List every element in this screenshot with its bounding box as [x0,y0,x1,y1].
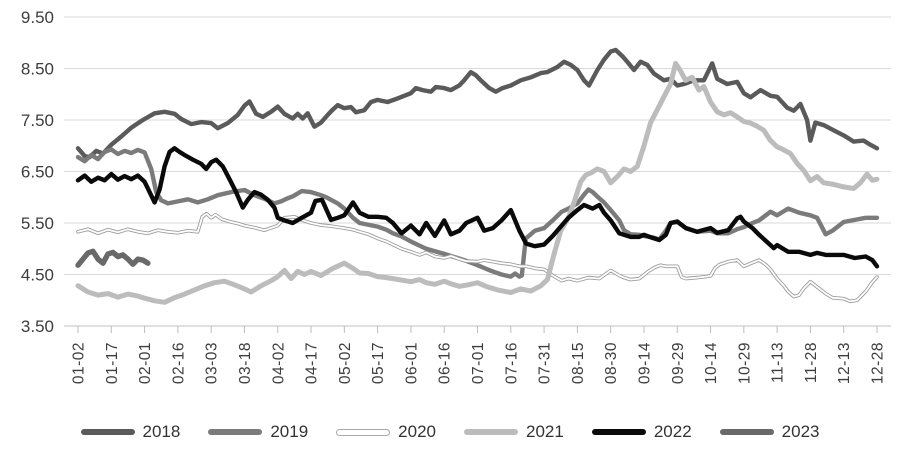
chart-legend: 2018 2019 2020 2021 2022 2023 [0,415,900,449]
y-axis-tick-label: 7.50 [21,111,54,130]
series-line-2019 [75,147,880,279]
series-line-2021 [75,60,880,305]
x-axis-tick-label: 03-03 [204,342,221,384]
legend-item-2022: 2022 [591,422,692,442]
y-axis-tick-label: 3.50 [21,317,54,336]
x-axis-tick-label: 07-01 [470,342,487,384]
series-line-2023 [75,248,151,268]
x-axis-tick-label: 09-14 [636,342,653,384]
legend-swatch-2018 [80,429,135,435]
x-axis-tick-label: 09-29 [670,342,687,384]
legend-item-2020: 2020 [336,422,436,442]
x-axis-tick-label: 08-30 [603,342,620,384]
legend-label: 2023 [781,422,820,441]
legend-label: 2019 [270,422,309,441]
legend-item-2021: 2021 [464,422,564,442]
x-axis-tick-label: 12-13 [836,342,853,384]
x-axis-tick-label: 01-02 [71,342,88,384]
legend-label: 2021 [526,422,564,441]
legend-swatch-2020 [336,428,391,436]
x-axis-tick-label: 12-28 [870,342,887,384]
x-axis-tick-label: 02-16 [170,342,187,384]
legend-swatch-2021 [464,429,518,435]
x-axis-tick-label: 05-02 [337,342,354,384]
x-axis-tick-label: 07-31 [537,342,554,384]
x-axis-tick-label: 04-17 [304,342,321,384]
x-axis-tick-label: 10-29 [736,342,753,384]
y-axis-tick-label: 6.50 [21,163,54,182]
legend-label: 2022 [653,422,692,441]
series-line-core-2020 [77,212,878,303]
x-axis-tick-label: 07-16 [503,342,520,384]
y-axis-tick-label: 8.50 [21,60,54,79]
x-axis-tick-label: 08-15 [570,342,587,384]
legend-item-2018: 2018 [80,422,181,442]
y-axis-tick-label: 5.50 [21,214,54,233]
legend-item-2023: 2023 [719,422,820,442]
legend-swatch-2019 [208,429,263,435]
x-axis-tick-label: 02-01 [137,342,154,384]
x-axis-tick-label: 05-17 [370,342,387,384]
x-axis-tick-label: 06-16 [437,342,454,384]
x-axis-tick-label: 11-13 [770,342,787,383]
legend-swatch-2022 [591,429,646,435]
x-axis-tick-label: 06-01 [403,342,420,384]
x-axis-tick-label: 03-18 [237,342,254,384]
series-line-2018 [75,47,880,160]
x-axis-tick-label: 10-14 [703,342,720,384]
legend-swatch-2023 [719,429,774,435]
x-axis-tick-label: 01-17 [104,342,121,384]
x-axis-tick-label: 04-02 [270,342,287,384]
legend-label: 2018 [142,422,181,441]
legend-label: 2020 [398,422,436,441]
y-axis-tick-label: 9.50 [21,8,54,27]
series-line-2022 [75,146,880,269]
x-axis-tick-label: 11-28 [803,342,820,383]
chart-plot-area: 9.50 8.50 7.50 6.50 5.50 4.50 3.50 01-02 01-17 02… [21,8,891,384]
y-axis-tick-label: 4.50 [21,266,54,285]
legend-item-2019: 2019 [208,422,308,442]
